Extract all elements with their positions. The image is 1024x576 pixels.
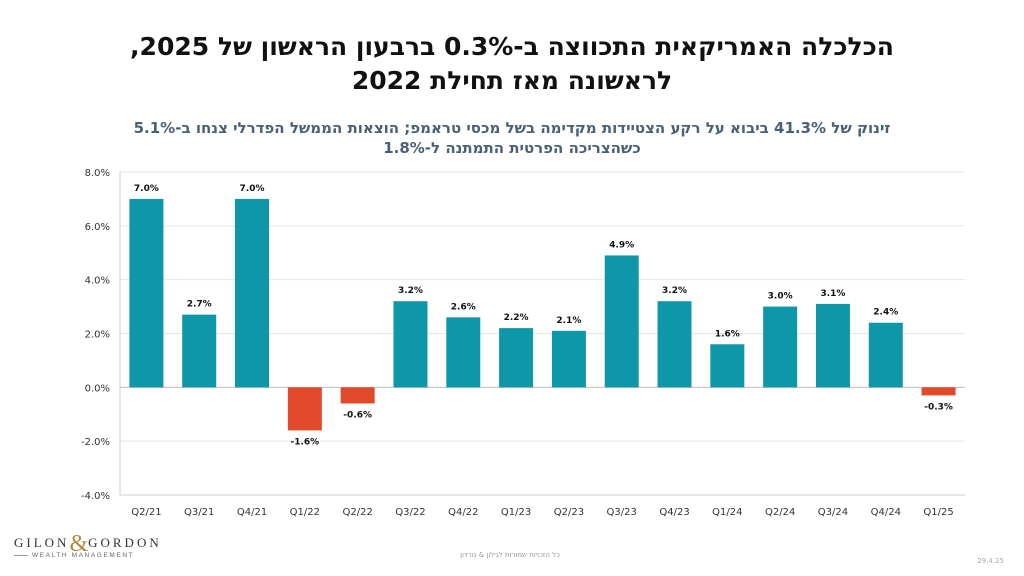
bar (287, 387, 322, 431)
x-tick-label: Q2/23 (554, 507, 584, 518)
logo-divider (14, 555, 28, 556)
y-tick-label: 6.0% (85, 222, 110, 233)
data-label: 3.1% (820, 289, 845, 299)
data-label: 3.2% (398, 286, 423, 296)
data-label: 3.0% (768, 292, 793, 302)
logo-ampersand: & (69, 531, 89, 557)
bar (182, 314, 217, 388)
bar (763, 306, 798, 388)
bar (604, 255, 639, 388)
bar (868, 322, 903, 388)
title-line-2: לראשונה מאז תחילת 2022 (351, 66, 673, 95)
bar (129, 198, 164, 388)
data-label: 2.6% (451, 302, 476, 312)
x-tick-label: Q3/24 (818, 507, 848, 518)
data-label: 2.4% (873, 308, 898, 318)
page-title: הכלכלה האמריקאית התכווצה ב-0.3% ברבעון ה… (40, 30, 984, 98)
x-tick-label: Q2/24 (765, 507, 795, 518)
y-tick-label: 4.0% (85, 276, 110, 287)
x-tick-label: Q1/22 (290, 507, 320, 518)
bar (815, 303, 850, 388)
data-label: -1.6% (290, 437, 319, 447)
bar (710, 344, 745, 388)
company-logo: GILON&GORDON WEALTH MANAGEMENT (14, 527, 159, 563)
logo-text-right: GORDON (88, 535, 162, 550)
data-label: 1.6% (715, 329, 740, 339)
x-tick-label: Q3/23 (607, 507, 637, 518)
data-label: 3.2% (662, 286, 687, 296)
data-label: 2.7% (187, 300, 212, 310)
logo-subtitle: WEALTH MANAGEMENT (32, 552, 135, 559)
data-label: -0.6% (343, 410, 372, 420)
x-tick-label: Q1/23 (501, 507, 531, 518)
bar (657, 301, 692, 388)
data-label: 7.0% (134, 184, 159, 194)
footer-date: 29.4.25 (977, 557, 1004, 565)
y-tick-label: 8.0% (85, 168, 110, 179)
copyright-note: כל הזכויות שמורות לגילון & גורדון (460, 551, 560, 559)
data-label: -0.3% (924, 402, 953, 412)
title-line-1: הכלכלה האמריקאית התכווצה ב-0.3% ברבעון ה… (130, 32, 894, 61)
x-tick-label: Q1/25 (923, 507, 953, 518)
x-tick-label: Q4/22 (448, 507, 478, 518)
x-tick-label: Q3/21 (184, 507, 214, 518)
x-tick-label: Q1/24 (712, 507, 742, 518)
subtitle-line-2: כשהצריכה הפרטית התמתנה ל-1.8% (383, 139, 641, 157)
x-tick-label: Q4/23 (659, 507, 689, 518)
bar (340, 387, 375, 404)
x-tick-label: Q4/21 (237, 507, 267, 518)
x-tick-label: Q4/24 (871, 507, 901, 518)
y-tick-label: 2.0% (85, 330, 110, 341)
y-tick-label: -4.0% (81, 491, 110, 502)
x-tick-label: Q2/22 (342, 507, 372, 518)
x-tick-label: Q2/21 (131, 507, 161, 518)
bar (499, 328, 534, 388)
subtitle-line-1: זינוק של 41.3% ביבוא על רקע הצטיידות מקד… (133, 119, 891, 137)
data-label: 7.0% (240, 184, 265, 194)
bar (446, 317, 481, 388)
data-label: 4.9% (609, 240, 634, 250)
data-label: 2.1% (556, 316, 581, 326)
bar (551, 330, 586, 388)
y-tick-label: 0.0% (85, 383, 110, 394)
data-label: 2.2% (504, 313, 529, 323)
page-subtitle: זינוק של 41.3% ביבוא על רקע הצטיידות מקד… (60, 118, 964, 158)
bar (393, 301, 428, 388)
y-tick-label: -2.0% (81, 437, 110, 448)
bar (921, 387, 956, 396)
bar (235, 198, 270, 388)
logo-text-left: GILON (14, 535, 70, 550)
x-tick-label: Q3/22 (395, 507, 425, 518)
